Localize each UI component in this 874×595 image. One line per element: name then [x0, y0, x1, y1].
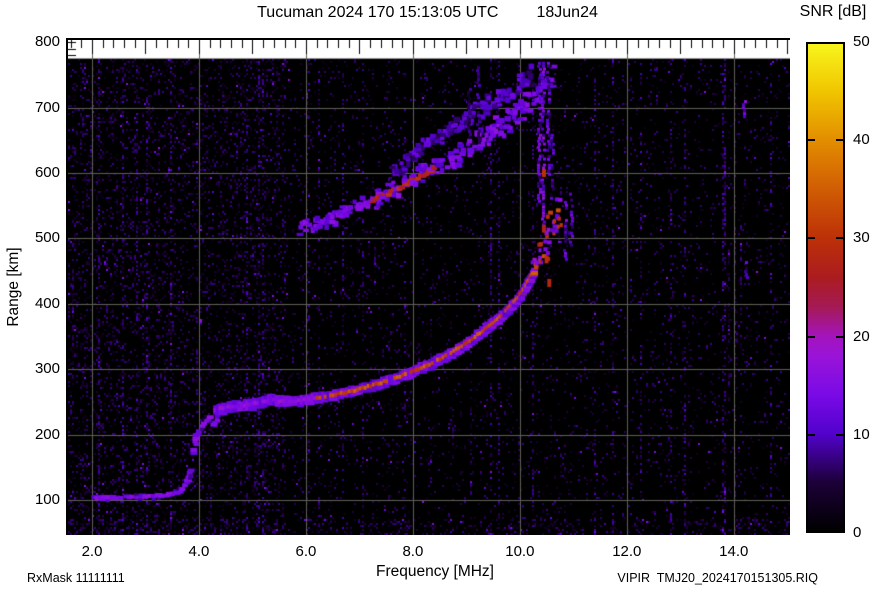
colorbar-tick-label: 0: [853, 524, 862, 541]
y-tick-label: 100: [34, 491, 60, 509]
colorbar-title: SNR [dB]: [799, 3, 867, 20]
colorbar-tick-mark: [836, 139, 843, 142]
title-main: Tucuman 2024 170 15:13:05 UTC: [257, 4, 499, 21]
colorbar-tick-mark: [808, 433, 815, 436]
colorbar-tick-mark: [808, 139, 815, 142]
colorbar: [806, 42, 845, 533]
colorbar-tick-label: 50: [853, 33, 870, 50]
y-tick-label: 300: [34, 360, 60, 378]
x-tick-label: 14.0: [719, 543, 749, 560]
x-tick-label: 10.0: [505, 543, 535, 560]
colorbar-tick-mark: [836, 237, 843, 240]
x-tick-label: 8.0: [402, 543, 424, 560]
x-tick-label: 6.0: [295, 543, 317, 560]
x-tick-label: 2.0: [81, 543, 103, 560]
colorbar-tick-mark: [836, 433, 843, 436]
y-tick-label: 400: [34, 294, 60, 312]
y-tick-label: 800: [34, 33, 60, 51]
colorbar-tick-mark: [808, 237, 815, 240]
plot-title: Tucuman 2024 170 15:13:05 UTC 18Jun24: [65, 4, 790, 22]
colorbar-tick-label: 30: [853, 229, 870, 247]
x-tick-label: 4.0: [188, 543, 210, 560]
x-axis-label: Frequency [MHz]: [375, 563, 494, 580]
colorbar-tick-label: 10: [853, 425, 870, 443]
x-tick-label: 12.0: [612, 543, 642, 560]
y-tick-label: 500: [34, 229, 60, 247]
colorbar-tick-label: 40: [853, 131, 870, 149]
y-tick-label: 600: [34, 164, 60, 182]
source-file-text: VIPIR TMJ20_2024170151305.RIQ: [617, 571, 818, 585]
colorbar-tick-label: 20: [853, 327, 870, 345]
y-tick-label: 200: [34, 425, 60, 443]
y-tick-label: 700: [34, 98, 60, 116]
ionogram-canvas: [68, 40, 790, 535]
rxmask-text: RxMask 11111111: [27, 571, 125, 585]
colorbar-tick-mark: [836, 335, 843, 338]
title-date: 18Jun24: [536, 4, 598, 21]
colorbar-tick-mark: [808, 335, 815, 338]
